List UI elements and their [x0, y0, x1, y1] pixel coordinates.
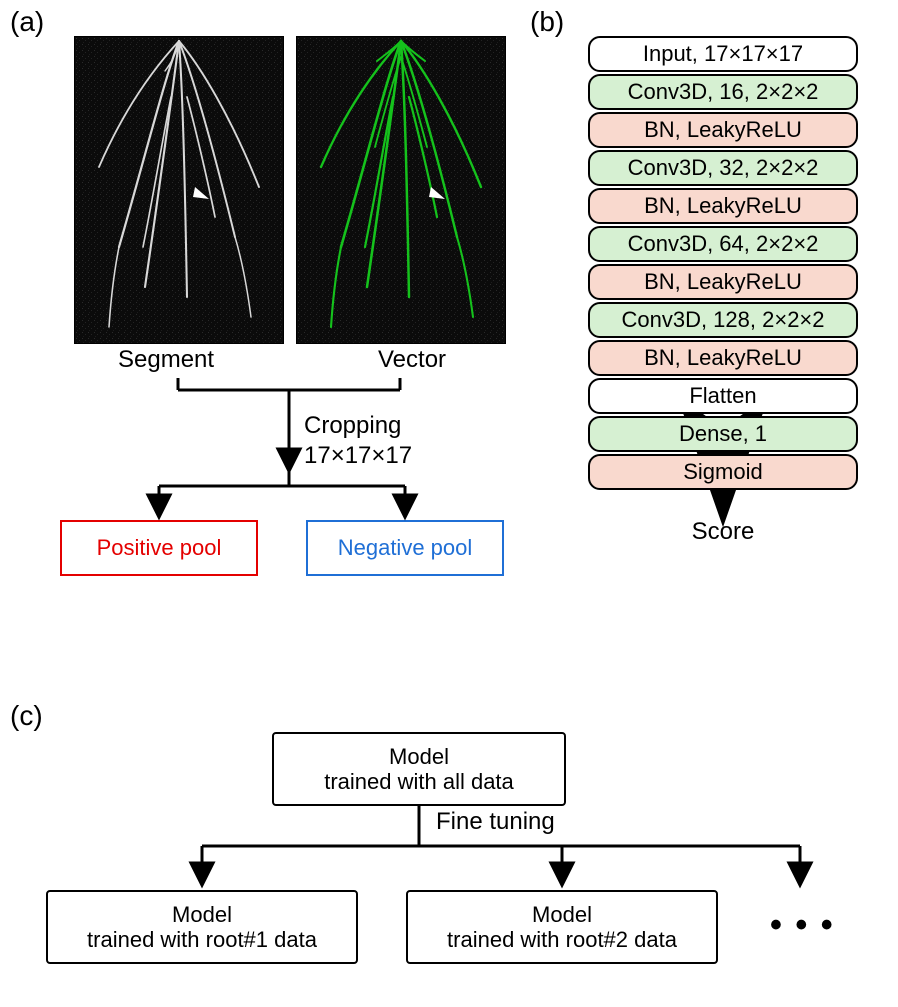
nn-layer-text-7: Conv3D, 128, 2×2×2 [621, 307, 824, 333]
model-parent-box: Model trained with all data [272, 732, 566, 806]
cropping-label-2: 17×17×17 [304, 442, 412, 470]
panel-label-a: (a) [10, 6, 44, 38]
nn-layer-3: Conv3D, 32, 2×2×2 [588, 150, 858, 186]
nn-layer-11: Sigmoid [588, 454, 858, 490]
nn-layer-text-8: BN, LeakyReLU [644, 345, 802, 371]
model-parent-text: Model trained with all data [324, 744, 514, 795]
score-label: Score [683, 518, 763, 546]
negative-pool-box: Negative pool [306, 520, 504, 576]
vector-caption: Vector [378, 346, 446, 374]
nn-layer-10: Dense, 1 [588, 416, 858, 452]
model-child1-box: Model trained with root#1 data [46, 890, 358, 964]
negative-pool-text: Negative pool [338, 535, 473, 560]
panel-label-b: (b) [530, 6, 564, 38]
nn-layer-2: BN, LeakyReLU [588, 112, 858, 148]
fine-tuning-label: Fine tuning [436, 808, 555, 836]
positive-pool-box: Positive pool [60, 520, 258, 576]
nn-layer-text-11: Sigmoid [683, 459, 762, 485]
nn-layer-text-0: Input, 17×17×17 [643, 41, 803, 67]
model-child2-text: Model trained with root#2 data [447, 902, 677, 953]
nn-layer-text-5: Conv3D, 64, 2×2×2 [628, 231, 819, 257]
model-child1-text: Model trained with root#1 data [87, 902, 317, 953]
nn-layer-8: BN, LeakyReLU [588, 340, 858, 376]
panel-label-c: (c) [10, 700, 43, 732]
segment-image [74, 36, 284, 344]
nn-layer-7: Conv3D, 128, 2×2×2 [588, 302, 858, 338]
nn-layer-4: BN, LeakyReLU [588, 188, 858, 224]
nn-layer-6: BN, LeakyReLU [588, 264, 858, 300]
vector-image [296, 36, 506, 344]
ellipsis: • • • [770, 906, 835, 945]
nn-layer-0: Input, 17×17×17 [588, 36, 858, 72]
nn-layer-text-1: Conv3D, 16, 2×2×2 [628, 79, 819, 105]
nn-layer-text-6: BN, LeakyReLU [644, 269, 802, 295]
nn-layer-9: Flatten [588, 378, 858, 414]
positive-pool-text: Positive pool [97, 535, 222, 560]
model-child2-box: Model trained with root#2 data [406, 890, 718, 964]
segment-caption: Segment [118, 346, 214, 374]
nn-layer-text-9: Flatten [689, 383, 756, 409]
cropping-label-1: Cropping [304, 412, 401, 440]
nn-layer-text-3: Conv3D, 32, 2×2×2 [628, 155, 819, 181]
nn-layer-text-4: BN, LeakyReLU [644, 193, 802, 219]
nn-layer-1: Conv3D, 16, 2×2×2 [588, 74, 858, 110]
nn-layer-text-10: Dense, 1 [679, 421, 767, 447]
nn-layer-5: Conv3D, 64, 2×2×2 [588, 226, 858, 262]
nn-layer-text-2: BN, LeakyReLU [644, 117, 802, 143]
